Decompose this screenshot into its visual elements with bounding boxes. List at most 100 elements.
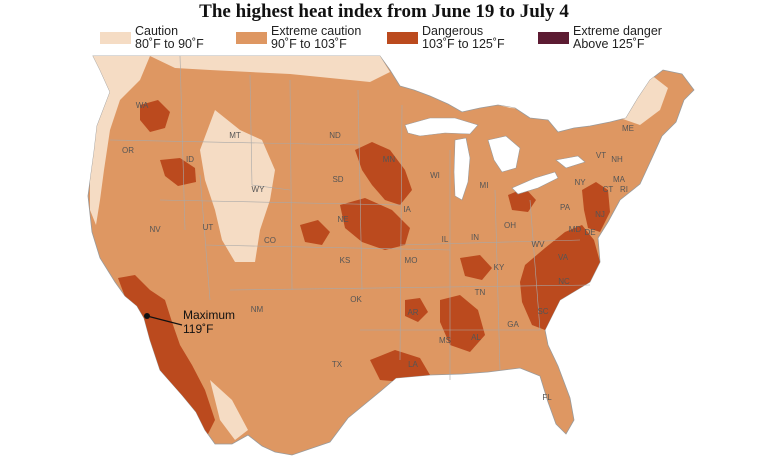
legend: Caution 80˚F to 90˚F Extreme caution 90˚… xyxy=(100,25,700,55)
state-label-ri: RI xyxy=(620,185,628,194)
dangerous-region-texas-gulf xyxy=(370,350,430,382)
state-label-la: LA xyxy=(408,360,418,369)
state-label-ms: MS xyxy=(439,336,451,345)
border-line-west-east-a xyxy=(109,139,361,146)
state-label-nc: NC xyxy=(558,277,570,286)
state-label-ky: KY xyxy=(494,263,505,272)
state-label-md: MD xyxy=(569,225,582,234)
state-label-ne: NE xyxy=(337,215,348,224)
state-label-vt: VT xyxy=(596,151,606,160)
dangerous-region-midwest xyxy=(340,198,410,250)
state-label-ma: MA xyxy=(613,175,626,184)
map-title: The highest heat index from June 19 to J… xyxy=(199,1,569,22)
state-label-tn: TN xyxy=(475,288,486,297)
state-label-me: ME xyxy=(622,124,634,133)
state-label-ga: GA xyxy=(507,320,519,329)
state-borders xyxy=(109,55,591,380)
state-label-ct: CT xyxy=(603,185,614,194)
state-label-pa: PA xyxy=(560,203,571,212)
maximum-annotation: Maximum 119˚F xyxy=(144,308,235,336)
state-label-de: DE xyxy=(584,228,595,237)
legend-text-extreme-caution: Extreme caution 90˚F to 103˚F xyxy=(271,25,361,51)
state-label-nv: NV xyxy=(149,225,161,234)
lake-michigan xyxy=(453,137,471,201)
legend-range-dangerous: 103˚F to 125˚F xyxy=(422,37,505,51)
state-label-ks: KS xyxy=(340,256,351,265)
dangerous-region-mississippi xyxy=(440,295,485,352)
state-label-sc: SC xyxy=(537,307,548,316)
dangerous-region-idaho xyxy=(160,158,196,186)
legend-text-caution: Caution 80˚F to 90˚F xyxy=(135,25,204,51)
maximum-value: 119˚F xyxy=(183,322,213,336)
state-label-oh: OH xyxy=(504,221,516,230)
legend-swatch-caution xyxy=(100,32,131,44)
caution-region-northern-plains xyxy=(150,56,390,82)
border-line-north-south-e xyxy=(357,89,363,291)
maximum-label: Maximum xyxy=(183,308,235,322)
border-line-west-east-d xyxy=(229,284,591,291)
legend-range-extreme-caution: 90˚F to 103˚F xyxy=(271,37,347,51)
state-label-ok: OK xyxy=(350,295,362,304)
legend-label-extreme-danger: Extreme danger xyxy=(573,24,662,38)
border-line-north-south-a xyxy=(179,55,186,231)
dangerous-region-kansas xyxy=(300,220,330,245)
state-label-tx: TX xyxy=(332,360,343,369)
dangerous-region-ohio xyxy=(508,188,536,212)
state-label-mn: MN xyxy=(383,155,396,164)
state-label-nh: NH xyxy=(611,155,623,164)
state-label-al: AL xyxy=(471,333,481,342)
state-label-or: OR xyxy=(122,146,134,155)
legend-label-caution: Caution xyxy=(135,24,179,38)
state-label-in: IN xyxy=(471,233,479,242)
legend-range-extreme-danger: Above 125˚F xyxy=(573,37,645,51)
border-line-north-south-f xyxy=(399,104,403,361)
caution-region-southern-desert xyxy=(210,380,248,440)
state-label-ia: IA xyxy=(403,205,411,214)
state-label-ar: AR xyxy=(407,308,418,317)
lake-erie xyxy=(511,171,559,195)
dangerous-region-minnesota xyxy=(355,142,412,205)
state-label-va: VA xyxy=(558,253,569,262)
legend-label-extreme-caution: Extreme caution xyxy=(271,24,362,38)
dangerous-region-mid-atlantic xyxy=(582,182,610,232)
lake-ontario xyxy=(555,155,586,169)
legend-range-caution: 80˚F to 90˚F xyxy=(135,37,204,51)
border-line-west-east-b xyxy=(159,199,401,206)
state-label-id: ID xyxy=(186,155,194,164)
state-label-wa: WA xyxy=(136,101,149,110)
legend-swatch-extreme-caution xyxy=(236,32,267,44)
dangerous-region-oregon xyxy=(140,100,170,132)
state-label-mi: MI xyxy=(480,181,489,190)
state-label-ut: UT xyxy=(203,223,214,232)
state-label-mo: MO xyxy=(405,256,418,265)
legend-swatch-dangerous xyxy=(387,32,418,44)
border-line-east-c xyxy=(529,199,541,331)
us-heat-index-map: WA OR ID MT WY NV UT CO ND SD NE KS OK T… xyxy=(87,55,695,456)
state-label-wi: WI xyxy=(430,171,440,180)
state-label-nm: NM xyxy=(251,305,264,314)
state-label-nj: NJ xyxy=(595,210,605,219)
state-label-il: IL xyxy=(442,235,449,244)
maximum-leader-line xyxy=(146,315,183,326)
state-label-co: CO xyxy=(264,236,276,245)
state-label-nd: ND xyxy=(329,131,341,140)
state-label-wv: WV xyxy=(532,240,546,249)
legend-label-dangerous: Dangerous xyxy=(422,24,484,38)
caution-region-rockies xyxy=(200,110,275,262)
border-line-west-east-e xyxy=(399,239,581,246)
state-label-ny: NY xyxy=(574,178,586,187)
border-line-west-east-c xyxy=(204,244,451,251)
state-label-wy: WY xyxy=(252,185,266,194)
maximum-marker xyxy=(144,313,150,319)
legend-text-dangerous: Dangerous 103˚F to 125˚F xyxy=(422,25,505,51)
state-label-fl: FL xyxy=(542,393,552,402)
map-land xyxy=(87,55,695,456)
dangerous-region-southeast xyxy=(520,225,600,330)
state-label-sd: SD xyxy=(332,175,343,184)
border-line-north-south-c xyxy=(249,74,291,191)
lake-superior xyxy=(404,117,479,137)
border-line-east-b xyxy=(494,189,501,371)
border-line-north-south-d xyxy=(289,79,293,291)
legend-text-extreme-danger: Extreme danger Above 125˚F xyxy=(573,25,662,51)
dangerous-region-tennessee xyxy=(460,255,492,280)
